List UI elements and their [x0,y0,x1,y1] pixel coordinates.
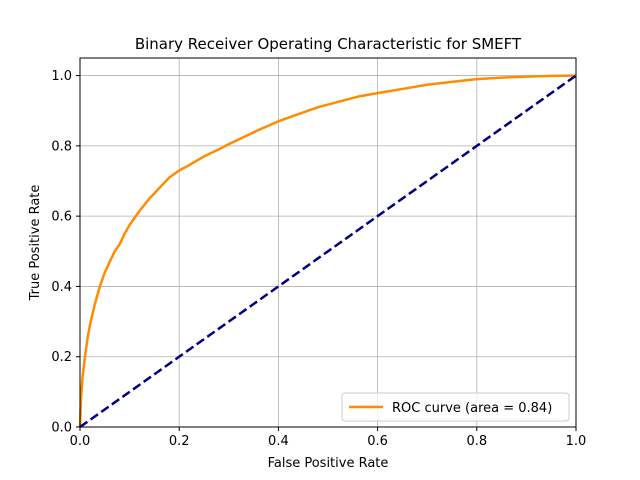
y-tick-label: 0.6 [51,210,72,225]
legend-box [341,392,570,422]
x-tick-label: 1.0 [566,434,587,449]
grid [79,58,577,428]
y-tick-label: 0.8 [51,139,72,154]
y-tick-label: 0.2 [51,350,72,365]
x-tick-label: 0.6 [367,434,388,449]
x-tick-label: 0.8 [466,434,487,449]
ticks: 0.0 0.2 0.4 0.6 0.8 1.0 0.0 0.2 0.4 0.6 0.8 1.0 [51,69,586,449]
x-tick-label: 0.4 [268,434,289,449]
y-tick-label: 0.0 [51,421,72,436]
x-axis-label: False Positive Rate [268,456,389,471]
series-layer [78,74,577,429]
legend-label-roc: ROC curve (area = 0.84) [392,401,552,416]
diagonal-reference-line [79,74,577,429]
x-tick-label: 0.0 [70,434,91,449]
roc-curve-line [78,74,577,428]
y-tick-label: 0.4 [51,280,72,295]
chart-title: Binary Receiver Operating Characteristic… [135,35,522,53]
x-tick-label: 0.2 [169,434,190,449]
legend: ROC curve (area = 0.84) [341,392,570,422]
y-tick-label: 1.0 [51,69,72,84]
y-axis-label: True Positive Rate [28,185,43,302]
plot-frame [79,57,577,428]
